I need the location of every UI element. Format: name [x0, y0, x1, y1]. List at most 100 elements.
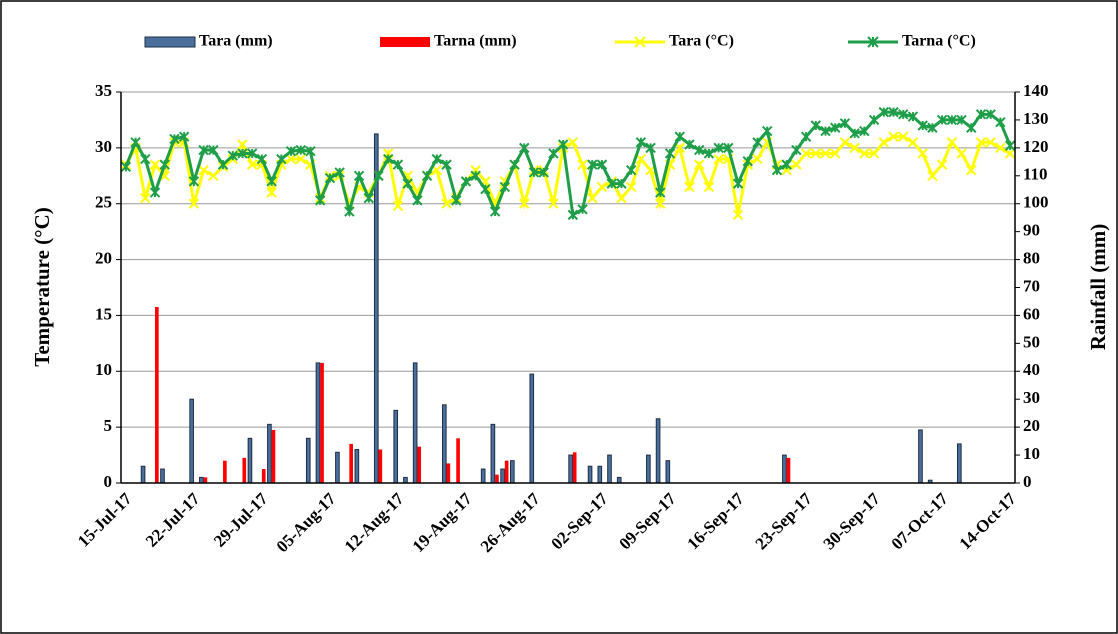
- marker: [625, 164, 637, 176]
- y2-tick-label: 30: [1023, 388, 1040, 407]
- bar: [155, 307, 159, 483]
- y2-tick-label: 90: [1023, 221, 1040, 240]
- marker: [732, 209, 744, 221]
- y2-tick-label: 10: [1023, 444, 1040, 463]
- marker: [548, 198, 559, 209]
- marker: [130, 137, 141, 148]
- marker: [431, 164, 443, 176]
- legend-label: Tarna (mm): [434, 33, 517, 50]
- marker: [208, 144, 219, 156]
- y-tick-label: 15: [95, 304, 112, 323]
- marker: [898, 131, 909, 142]
- bar: [782, 454, 787, 484]
- legend-marker: [634, 36, 646, 48]
- marker: [519, 142, 530, 154]
- marker: [674, 131, 685, 142]
- legend-item: Tarna (mm): [380, 33, 517, 50]
- marker: [898, 109, 909, 120]
- marker: [684, 181, 695, 193]
- bar: [242, 457, 247, 483]
- marker: [295, 153, 306, 165]
- marker: [684, 139, 695, 150]
- marker: [596, 159, 608, 170]
- marker: [266, 176, 277, 187]
- y2-tick-label: 80: [1023, 248, 1040, 267]
- y2-tick-label: 60: [1023, 304, 1040, 323]
- marker: [577, 159, 588, 170]
- y-tick-label: 35: [95, 81, 112, 100]
- marker: [800, 148, 812, 159]
- marker: [178, 131, 190, 142]
- legend-swatch: [144, 36, 196, 48]
- marker: [392, 200, 404, 212]
- bar: [315, 362, 321, 484]
- marker: [1004, 140, 1016, 151]
- marker: [149, 159, 161, 170]
- marker: [548, 148, 559, 159]
- bar: [587, 465, 593, 484]
- bar: [378, 449, 383, 483]
- marker: [441, 198, 452, 209]
- marker: [927, 170, 938, 181]
- bar: [349, 443, 354, 483]
- marker: [868, 114, 880, 126]
- marker: [936, 159, 948, 170]
- legend-item: Tara (°C): [615, 33, 734, 50]
- bar: [500, 468, 505, 484]
- marker: [383, 153, 394, 165]
- y-tick-label: 25: [95, 193, 112, 212]
- legend-item: Tarna (°C): [848, 33, 976, 50]
- marker: [237, 139, 248, 150]
- marker: [460, 176, 472, 187]
- marker: [693, 144, 705, 156]
- marker: [149, 187, 161, 198]
- marker: [489, 206, 501, 217]
- bar: [786, 457, 791, 483]
- y2-tick-label: 140: [1023, 81, 1049, 100]
- marker: [567, 209, 579, 221]
- marker: [431, 153, 443, 165]
- bar: [510, 460, 515, 484]
- marker: [266, 187, 277, 198]
- marker: [985, 109, 996, 120]
- marker: [246, 159, 258, 170]
- marker: [344, 206, 355, 217]
- bar: [189, 398, 194, 484]
- legend-item: Tara (mm): [144, 33, 273, 50]
- marker: [859, 148, 870, 159]
- marker: [528, 167, 540, 178]
- marker: [421, 170, 433, 181]
- bar: [597, 465, 603, 484]
- marker: [810, 148, 822, 159]
- y2-tick-label: 0: [1023, 472, 1032, 491]
- marker: [577, 204, 588, 215]
- marker: [217, 159, 229, 170]
- y2-tick-label: 50: [1023, 332, 1040, 351]
- marker: [635, 137, 647, 148]
- marker: [975, 109, 987, 120]
- marker: [616, 178, 627, 189]
- bar: [335, 451, 340, 484]
- marker: [752, 137, 763, 148]
- bar: [247, 437, 253, 484]
- marker: [839, 118, 851, 129]
- marker: [606, 178, 617, 189]
- marker: [557, 139, 569, 150]
- bar: [393, 409, 399, 484]
- marker: [771, 164, 783, 176]
- marker: [314, 195, 326, 206]
- marker: [849, 142, 860, 154]
- bar: [665, 460, 671, 484]
- marker: [480, 183, 491, 195]
- marker: [587, 192, 598, 204]
- y-tick-label: 10: [95, 360, 112, 379]
- marker: [295, 144, 306, 156]
- marker: [373, 170, 384, 181]
- bar: [203, 477, 208, 483]
- bar: [417, 446, 422, 483]
- y2-tick-label: 130: [1023, 109, 1049, 128]
- marker: [159, 159, 170, 170]
- bar: [504, 460, 509, 483]
- bar: [480, 468, 486, 484]
- marker: [276, 153, 287, 165]
